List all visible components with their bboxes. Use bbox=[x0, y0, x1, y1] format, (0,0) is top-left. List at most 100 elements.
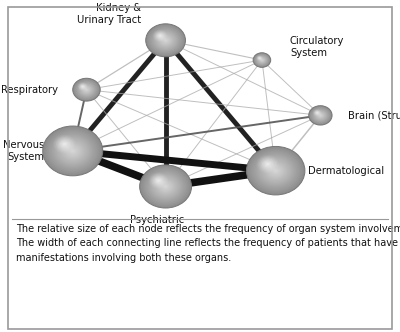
Text: Dermatological: Dermatological bbox=[308, 166, 384, 176]
Circle shape bbox=[158, 34, 174, 47]
Circle shape bbox=[257, 56, 267, 64]
Circle shape bbox=[164, 39, 168, 42]
Circle shape bbox=[257, 155, 295, 187]
Circle shape bbox=[158, 180, 173, 193]
Circle shape bbox=[316, 112, 324, 119]
Circle shape bbox=[140, 165, 192, 208]
Circle shape bbox=[153, 30, 178, 51]
Circle shape bbox=[70, 148, 76, 153]
Circle shape bbox=[150, 173, 167, 188]
Circle shape bbox=[261, 159, 290, 183]
Circle shape bbox=[320, 115, 321, 116]
Circle shape bbox=[56, 137, 89, 165]
Circle shape bbox=[150, 27, 182, 53]
Circle shape bbox=[84, 88, 88, 91]
Circle shape bbox=[262, 160, 289, 182]
Circle shape bbox=[151, 28, 180, 53]
Circle shape bbox=[274, 169, 277, 172]
Circle shape bbox=[253, 53, 271, 67]
Circle shape bbox=[270, 166, 282, 176]
Circle shape bbox=[256, 55, 268, 65]
Circle shape bbox=[46, 128, 100, 173]
Circle shape bbox=[75, 80, 98, 99]
Circle shape bbox=[148, 171, 184, 202]
Circle shape bbox=[50, 132, 95, 170]
Circle shape bbox=[68, 147, 77, 155]
Circle shape bbox=[83, 87, 90, 93]
Circle shape bbox=[259, 157, 276, 171]
Circle shape bbox=[260, 157, 292, 184]
Circle shape bbox=[273, 168, 279, 173]
Circle shape bbox=[317, 113, 324, 118]
Circle shape bbox=[141, 166, 190, 207]
Circle shape bbox=[315, 111, 319, 115]
Circle shape bbox=[67, 146, 79, 156]
Circle shape bbox=[81, 85, 84, 88]
Circle shape bbox=[259, 57, 265, 63]
Circle shape bbox=[85, 89, 88, 91]
Circle shape bbox=[146, 170, 185, 203]
Circle shape bbox=[316, 111, 319, 114]
Circle shape bbox=[52, 133, 94, 168]
Circle shape bbox=[60, 140, 68, 147]
Circle shape bbox=[252, 151, 299, 190]
Circle shape bbox=[267, 163, 284, 178]
Circle shape bbox=[49, 131, 97, 171]
Circle shape bbox=[258, 156, 277, 172]
Circle shape bbox=[59, 139, 70, 149]
Circle shape bbox=[56, 137, 73, 151]
Circle shape bbox=[152, 175, 164, 186]
Circle shape bbox=[265, 162, 270, 166]
Circle shape bbox=[159, 181, 172, 192]
Circle shape bbox=[154, 31, 166, 41]
Circle shape bbox=[251, 150, 300, 191]
Circle shape bbox=[159, 35, 161, 37]
Circle shape bbox=[266, 162, 286, 179]
Circle shape bbox=[258, 56, 266, 64]
Circle shape bbox=[62, 142, 83, 160]
Circle shape bbox=[160, 35, 172, 45]
Text: Brain (Structural): Brain (Structural) bbox=[348, 110, 400, 121]
Circle shape bbox=[318, 114, 323, 117]
Circle shape bbox=[61, 141, 85, 161]
Text: Kidney &
Urinary Tract: Kidney & Urinary Tract bbox=[78, 3, 142, 25]
Circle shape bbox=[154, 176, 163, 185]
Circle shape bbox=[151, 174, 166, 187]
Circle shape bbox=[57, 138, 72, 150]
Circle shape bbox=[310, 107, 330, 124]
Circle shape bbox=[154, 177, 177, 196]
Circle shape bbox=[255, 154, 296, 188]
Circle shape bbox=[81, 85, 92, 94]
Circle shape bbox=[79, 83, 94, 96]
Circle shape bbox=[314, 110, 320, 116]
Circle shape bbox=[148, 26, 184, 55]
Circle shape bbox=[151, 175, 180, 198]
Circle shape bbox=[80, 84, 93, 95]
Circle shape bbox=[257, 56, 262, 60]
Circle shape bbox=[248, 148, 304, 194]
Circle shape bbox=[163, 38, 168, 43]
Circle shape bbox=[148, 172, 168, 189]
Circle shape bbox=[152, 29, 180, 52]
Circle shape bbox=[84, 87, 89, 92]
Circle shape bbox=[80, 85, 93, 95]
Circle shape bbox=[82, 86, 83, 87]
Text: Nervous
System: Nervous System bbox=[4, 140, 45, 162]
Circle shape bbox=[76, 81, 97, 98]
Circle shape bbox=[258, 57, 266, 63]
Circle shape bbox=[149, 173, 182, 201]
Circle shape bbox=[58, 138, 88, 163]
Circle shape bbox=[157, 179, 160, 182]
Circle shape bbox=[314, 110, 327, 121]
Circle shape bbox=[256, 155, 279, 173]
Circle shape bbox=[268, 165, 283, 177]
Circle shape bbox=[77, 82, 96, 98]
Circle shape bbox=[53, 134, 76, 153]
Circle shape bbox=[162, 183, 170, 190]
Circle shape bbox=[258, 57, 261, 59]
Circle shape bbox=[82, 86, 91, 94]
Circle shape bbox=[258, 57, 261, 59]
Text: Respiratory: Respiratory bbox=[2, 85, 58, 95]
Circle shape bbox=[309, 106, 332, 125]
Circle shape bbox=[314, 111, 326, 120]
